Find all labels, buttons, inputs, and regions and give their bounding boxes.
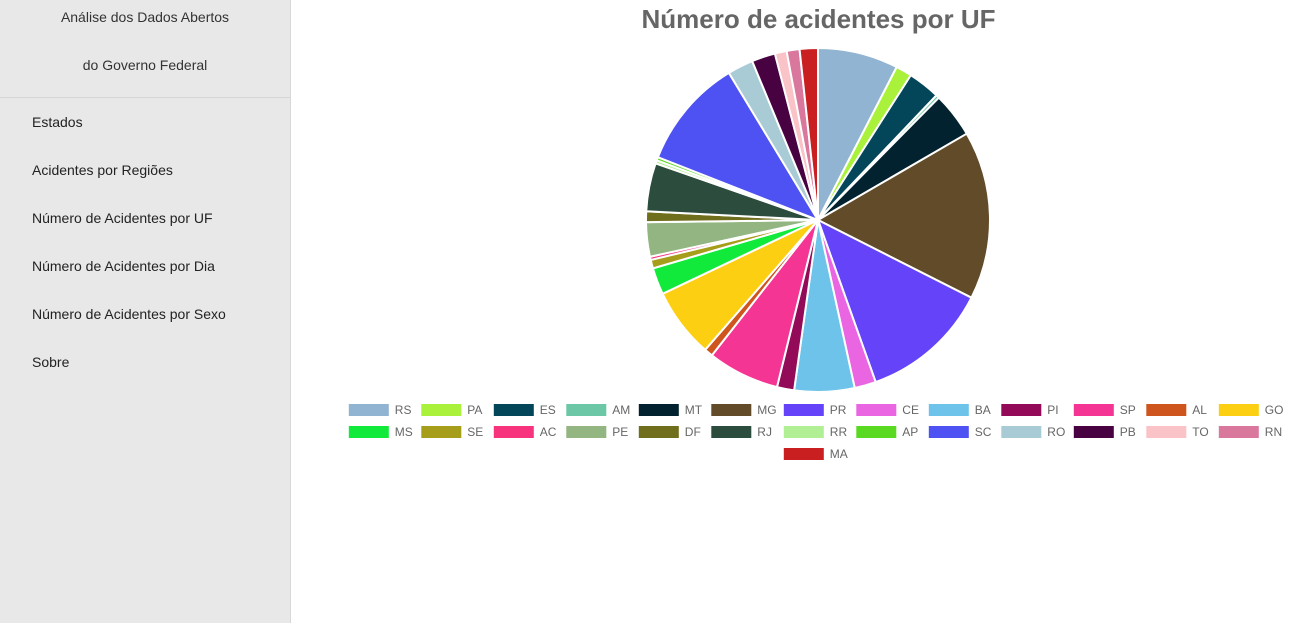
legend-item-ce[interactable]: CE xyxy=(856,403,919,417)
legend-swatch xyxy=(493,426,534,438)
legend-item-df[interactable]: DF xyxy=(638,425,701,439)
brand: Análise dos Dados Abertos do Governo Fed… xyxy=(0,0,290,98)
pie-slice-sc[interactable] xyxy=(656,71,821,223)
legend-label: PA xyxy=(467,403,482,417)
legend-item-ms[interactable]: MS xyxy=(348,425,413,439)
legend-item-sp[interactable]: SP xyxy=(1073,403,1136,417)
legend-item-ro[interactable]: RO xyxy=(1001,425,1065,439)
legend-label: AM xyxy=(612,403,630,417)
sidebar-item-acidentes-por-sexo[interactable]: Número de Acidentes por Sexo xyxy=(32,306,226,322)
legend-item-rj[interactable]: RJ xyxy=(711,425,772,439)
legend-label: TO xyxy=(1192,425,1208,439)
legend-swatch xyxy=(856,404,897,416)
legend-swatch xyxy=(1001,426,1042,438)
brand-title-line1: Análise dos Dados Abertos xyxy=(60,9,230,25)
legend-item-pi[interactable]: PI xyxy=(1001,403,1059,417)
legend-swatch xyxy=(928,426,969,438)
legend-swatch xyxy=(1146,426,1187,438)
legend-item-to[interactable]: TO xyxy=(1146,425,1209,439)
legend-swatch xyxy=(783,448,824,460)
legend-swatch xyxy=(421,426,462,438)
legend-item-se[interactable]: SE xyxy=(421,425,483,439)
legend-label: AL xyxy=(1192,403,1207,417)
sidebar: Análise dos Dados Abertos do Governo Fed… xyxy=(0,0,291,623)
legend-swatch xyxy=(1073,404,1114,416)
legend-item-rs[interactable]: RS xyxy=(348,403,412,417)
legend-label: AP xyxy=(902,425,918,439)
legend-item-ma[interactable]: MA xyxy=(783,447,848,461)
pie-slice-mg[interactable] xyxy=(815,132,991,300)
legend-swatch xyxy=(493,404,534,416)
legend-item-rn[interactable]: RN xyxy=(1218,425,1282,439)
legend-label: RJ xyxy=(757,425,772,439)
sidebar-nav: Estados Acidentes por Regiões Número de … xyxy=(0,98,290,386)
brand-title-line2: do Governo Federal xyxy=(82,57,208,73)
legend-swatch xyxy=(638,404,679,416)
sidebar-item-acidentes-por-uf[interactable]: Número de Acidentes por UF xyxy=(32,210,213,226)
chart-title: Número de acidentes por UF xyxy=(641,4,996,34)
legend-label: PB xyxy=(1120,425,1136,439)
pie-slice-ma[interactable] xyxy=(798,46,819,221)
legend-label: MA xyxy=(830,447,848,461)
legend-label: GO xyxy=(1265,403,1284,417)
legend-swatch xyxy=(783,404,824,416)
legend-swatch xyxy=(928,404,969,416)
legend-label: AC xyxy=(540,425,557,439)
legend-label: DF xyxy=(685,425,701,439)
legend-swatch xyxy=(1218,404,1259,416)
legend-swatch xyxy=(566,404,607,416)
legend-item-pe[interactable]: PE xyxy=(566,425,628,439)
legend-label: BA xyxy=(975,403,991,417)
legend-swatch xyxy=(348,426,389,438)
legend-swatch xyxy=(1073,426,1114,438)
legend-label: SC xyxy=(975,425,992,439)
sidebar-item-estados[interactable]: Estados xyxy=(32,114,83,130)
legend-label: RR xyxy=(830,425,848,439)
sidebar-item-sobre[interactable]: Sobre xyxy=(32,354,70,370)
legend-swatch xyxy=(638,426,679,438)
legend-swatch xyxy=(1146,404,1187,416)
legend-item-al[interactable]: AL xyxy=(1146,403,1207,417)
legend-item-mg[interactable]: MG xyxy=(711,403,777,417)
legend-swatch xyxy=(783,426,824,438)
legend-swatch xyxy=(856,426,897,438)
legend-label: SP xyxy=(1120,403,1136,417)
legend-item-pb[interactable]: PB xyxy=(1073,425,1136,439)
legend-swatch xyxy=(711,426,752,438)
legend-item-ba[interactable]: BA xyxy=(928,403,991,417)
legend-item-sc[interactable]: SC xyxy=(928,425,992,439)
legend-item-rr[interactable]: RR xyxy=(783,425,848,439)
legend-swatch xyxy=(711,404,752,416)
legend-label: PE xyxy=(612,425,628,439)
legend-swatch xyxy=(1001,404,1042,416)
legend-item-ac[interactable]: AC xyxy=(493,425,557,439)
legend-item-es[interactable]: ES xyxy=(493,403,556,417)
legend-swatch xyxy=(566,426,607,438)
legend-item-pr[interactable]: PR xyxy=(783,403,847,417)
legend-label: PI xyxy=(1047,403,1058,417)
legend-swatch xyxy=(1218,426,1259,438)
legend-label: RS xyxy=(395,403,412,417)
pie-slice-pr[interactable] xyxy=(816,217,973,384)
sidebar-item-acidentes-por-dia[interactable]: Número de Acidentes por Dia xyxy=(32,258,215,274)
legend-swatch xyxy=(421,404,462,416)
legend-item-pa[interactable]: PA xyxy=(421,403,482,417)
sidebar-item-acidentes-por-regioes[interactable]: Acidentes por Regiões xyxy=(32,162,173,178)
legend-label: MS xyxy=(395,425,413,439)
legend-label: PR xyxy=(830,403,847,417)
legend-label: CE xyxy=(902,403,919,417)
legend-label: MT xyxy=(685,403,703,417)
legend-label: MG xyxy=(757,403,776,417)
legend-label: SE xyxy=(467,425,483,439)
main-content: Número de acidentes por UF RS PA ES AM MT MG P… xyxy=(291,0,1310,623)
legend-label: RN xyxy=(1265,425,1282,439)
legend-item-mt[interactable]: MT xyxy=(638,403,703,417)
pie-chart: RS PA ES AM MT MG PR CE BA PI SP AL GO MS SE AC PE DF RJ RR… xyxy=(348,46,1284,461)
legend-label: ES xyxy=(540,403,556,417)
legend-item-ap[interactable]: AP xyxy=(856,425,918,439)
legend-item-am[interactable]: AM xyxy=(566,403,630,417)
legend-item-go[interactable]: GO xyxy=(1218,403,1284,417)
legend-swatch xyxy=(348,404,389,416)
legend-label: RO xyxy=(1047,425,1065,439)
